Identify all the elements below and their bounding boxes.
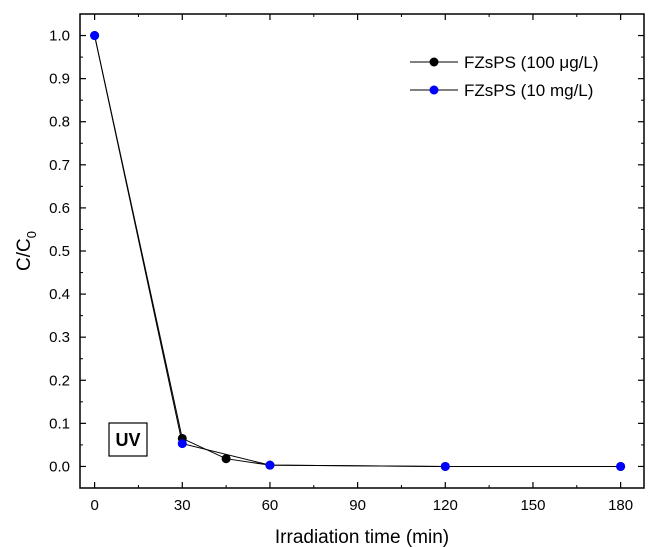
annotation-text: UV [115,430,140,450]
x-tick-label: 150 [520,497,545,514]
annotations: UV [108,422,148,457]
legend-marker [429,85,439,95]
legend-entry-1: FZsPS (100 μg/L) [410,53,599,72]
data-point [616,461,626,471]
y-tick-label: 0.6 [49,200,70,217]
x-axis: 0 30 60 90 120 150 180 [90,14,633,514]
y-tick-label: 0.2 [49,372,70,389]
y-tick-label: 0.9 [49,71,70,88]
legend: FZsPS (100 μg/L) FZsPS (10 mg/L) [410,53,599,100]
legend-label: FZsPS (10 mg/L) [464,81,593,100]
data-point [90,31,100,41]
annotation-box [108,422,148,457]
x-tick-label: 90 [349,497,366,514]
legend-entry-2: FZsPS (10 mg/L) [410,81,593,100]
data-point [440,461,450,471]
y-tick-label: 1.0 [49,28,70,45]
y-tick-label: 0.0 [49,458,70,475]
y-tick-label: 0.3 [49,329,70,346]
x-axis-title: Irradiation time (min) [275,527,449,547]
x-tick-label: 180 [608,497,633,514]
y-tick-label: 0.1 [49,415,70,432]
y-tick-label: 0.8 [49,114,70,131]
y-axis: 0.0 0.1 0.2 0.3 0.4 0.5 0.6 0.7 0.8 0.9 1.0 [49,28,644,475]
legend-marker [429,57,439,67]
y-tick-label: 0.5 [49,243,70,260]
data-point [177,439,187,449]
x-tick-label: 0 [90,497,98,514]
x-tick-label: 120 [433,497,458,514]
data-point [265,460,275,470]
legend-label: FZsPS (100 μg/L) [464,53,599,72]
x-tick-label: 30 [174,497,191,514]
series-2 [90,31,626,471]
series-line [94,35,621,467]
y-axis-title: C/C0 [14,231,39,271]
y-axis-title-main: C/C [14,238,35,271]
data-point [221,454,231,464]
y-tick-label: 0.4 [49,286,70,303]
y-axis-title-subscript: 0 [24,231,39,238]
x-tick-label: 60 [262,497,279,514]
y-tick-label: 0.7 [49,157,70,174]
series-layer [90,31,626,471]
